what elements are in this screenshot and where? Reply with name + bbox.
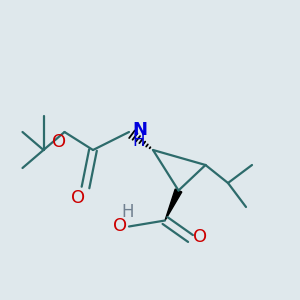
Text: N: N: [132, 121, 147, 139]
Text: O: O: [71, 189, 85, 207]
Text: O: O: [52, 134, 66, 152]
Text: H: H: [121, 203, 134, 221]
Text: H: H: [132, 132, 145, 150]
Polygon shape: [165, 189, 182, 220]
Text: O: O: [113, 217, 128, 235]
Text: O: O: [194, 228, 208, 246]
